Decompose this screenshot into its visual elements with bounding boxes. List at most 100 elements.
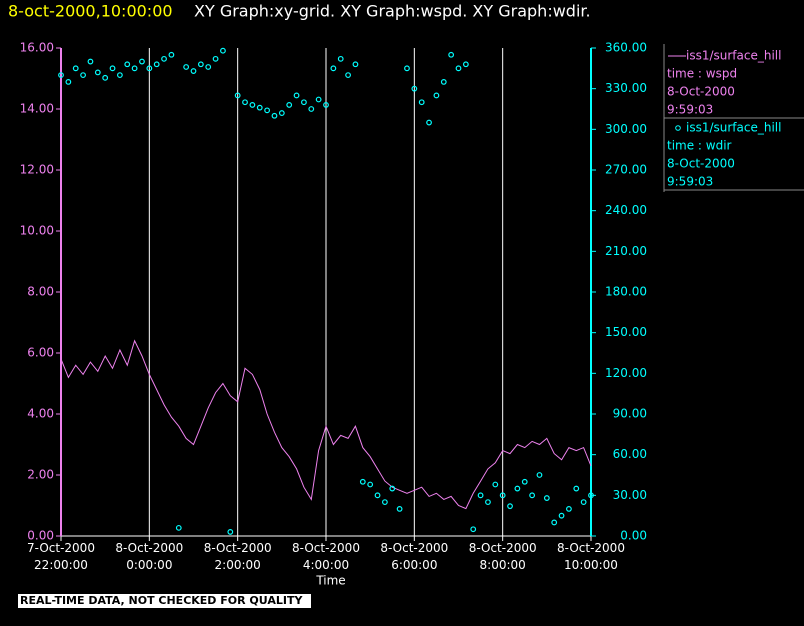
wdir-point [315,96,322,103]
wdir-point [580,499,587,506]
wdir-point [536,472,543,478]
legend-line: 8-Oct-2000 [667,85,735,99]
y2-tick-label: 180.00 [605,285,647,299]
wdir-point [116,72,123,79]
wdir-point [367,481,374,488]
chart-title: 8-oct-2000,10:00:00 [8,2,173,21]
wdir-point [278,110,285,116]
y-tick-label: 8.00 [27,285,54,299]
wdir-point [94,69,101,76]
wdir-point [197,61,204,68]
wdir-point [65,78,72,85]
x-tick-label: 8-Oct-2000 4:00:00 [292,541,360,572]
wdir-point [146,65,153,72]
y2-tick-label: 30.00 [613,488,647,502]
wdir-point [109,65,116,72]
wdir-point [404,65,410,72]
wdir-point [455,65,462,72]
wspd-line [60,339,592,510]
y2-tick-label: 60.00 [613,447,647,461]
wdir-point [492,481,499,488]
legend-label: iss1/surface_hill [686,121,781,135]
y2-tick-label: 90.00 [613,407,647,421]
wdir-point [87,58,94,65]
y2-tick-label: 240.00 [605,203,647,217]
y-tick-label: 2.00 [27,468,54,482]
wdir-point [242,99,248,106]
y2-tick-label: 150.00 [605,325,647,339]
wdir-point [418,99,425,106]
x-tick-label: 8-Oct-2000 2:00:00 [204,541,272,572]
wdir-point [161,55,167,62]
wdir-point [529,492,536,499]
wdir-point [588,492,594,499]
wdir-point [190,68,197,74]
wdir-point [359,478,366,485]
y2-tick-label: 120.00 [605,366,647,380]
wdir-point [264,107,271,114]
wdir-point [389,485,396,492]
legend-line: 9:59:03 [667,103,713,117]
y2-tick-label: 360.00 [605,41,647,55]
x-tick-label: 8-Oct-2000 10:00:00 [557,541,625,572]
wdir-point [337,55,344,62]
legend-line: time : wdir [667,139,732,153]
wdir-point [249,102,256,108]
wdir-point [558,512,565,519]
y-tick-label: 6.00 [27,346,54,360]
wdir-point [102,74,109,81]
y2-tick-label: 270.00 [605,163,647,177]
y2-tick-label: 210.00 [605,244,647,258]
wdir-point [551,519,558,526]
legend-line: 9:59:03 [667,175,713,189]
wdir-point [485,499,491,506]
x-tick-label: 8-Oct-2000 6:00:00 [380,541,448,572]
y-tick-label: 4.00 [27,407,54,421]
wdir-point [573,485,580,492]
wdir-point [131,65,138,72]
wdir-point [205,64,212,70]
footer: REAL-TIME DATA, NOT CHECKED FOR QUALITY [20,594,303,607]
wdir-point [566,505,572,512]
wdir-point [220,47,226,54]
wdir-point [345,72,351,79]
footer-box [18,594,311,608]
legend-swatch [675,125,681,131]
wdir-point [477,492,484,499]
wdir-point [514,485,521,492]
wdir-point [352,61,359,68]
wdir-point [374,492,381,499]
y-tick-label: 0.00 [27,529,54,543]
wdir-point [286,102,293,108]
wdir-point [227,529,234,535]
wdir-point [80,72,86,79]
y2-tick-label: 300.00 [605,122,647,136]
legend-line: time : wspd [667,67,737,81]
wdir-point [440,78,447,85]
wdir-point [411,85,418,92]
wdir-point [381,499,388,506]
wdir-point [323,102,329,108]
y-tick-label: 12.00 [20,163,54,177]
wdir-point [543,495,550,501]
legend-line: 8-Oct-2000 [667,157,735,171]
wdir-point [212,55,219,62]
wdir-point [308,106,315,112]
wdir-point [426,119,432,126]
wdir-point [293,92,300,99]
wdir-point [470,526,477,533]
wdir-point [433,92,440,99]
y-tick-label: 14.00 [20,102,54,116]
wdir-point [507,503,513,510]
wdir-point [521,478,528,485]
wdir-point [301,99,307,106]
wdir-point [183,64,190,70]
wdir-point [396,505,403,512]
wdir-point [58,72,64,79]
wdir-point [124,61,131,68]
wdir-point [499,492,506,499]
chart-subtitle: XY Graph:xy-grid. XY Graph:wspd. XY Grap… [194,2,591,21]
wdir-point [153,61,160,68]
wdir-point [175,524,182,531]
